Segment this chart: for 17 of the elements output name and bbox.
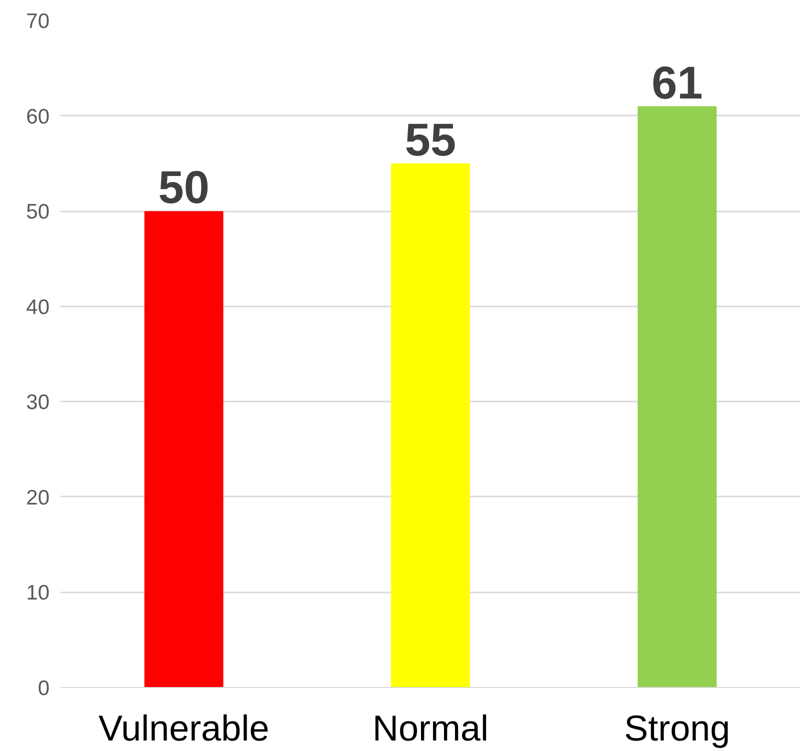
bar (638, 106, 717, 688)
y-tick-label: 70 (26, 10, 50, 33)
y-tick-label: 50 (26, 200, 50, 224)
x-tick-label: Vulnerable (98, 708, 270, 748)
y-tick-label: 40 (26, 296, 50, 319)
y-tick-label: 20 (26, 486, 50, 510)
y-tick-label: 10 (26, 582, 50, 605)
y-tick-label: 30 (26, 391, 50, 414)
y-tick-label: 0 (38, 677, 50, 700)
bar (144, 211, 224, 688)
x-tick-label: Strong (624, 708, 730, 748)
x-tick-label: Normal (372, 708, 489, 748)
y-tick-label: 60 (26, 105, 50, 128)
bar (391, 163, 470, 688)
data-label: 50 (158, 161, 210, 214)
data-label: 55 (404, 113, 456, 166)
data-label: 61 (652, 56, 703, 108)
